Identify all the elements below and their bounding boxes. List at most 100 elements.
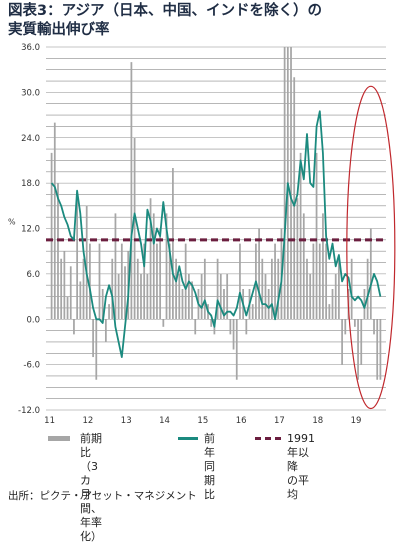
- bar: [120, 243, 123, 320]
- bar: [226, 273, 229, 320]
- bar: [172, 168, 174, 320]
- bar: [140, 273, 142, 320]
- x-tick-label: 17: [274, 416, 285, 426]
- y-axis-label: %: [8, 218, 16, 227]
- bar: [219, 273, 222, 320]
- bar: [130, 62, 133, 320]
- x-tick-label: 15: [197, 416, 208, 426]
- bar: [277, 258, 280, 320]
- y-tick-label: 6.0: [26, 270, 40, 280]
- yoy-line: [50, 110, 382, 358]
- chart-title-line2: 実質輸出伸び率: [8, 22, 110, 38]
- bar: [69, 266, 72, 320]
- bar: [341, 319, 343, 365]
- bar: [245, 319, 248, 335]
- bar: [104, 319, 107, 342]
- bar: [184, 243, 187, 320]
- y-tick-label: 30.0: [21, 88, 40, 98]
- bar: [312, 243, 315, 320]
- bar: [117, 273, 120, 320]
- bar: [270, 258, 273, 320]
- bar: [366, 258, 369, 320]
- bar: [302, 213, 305, 320]
- bar: [229, 319, 232, 335]
- x-tick-label: 14: [159, 416, 170, 426]
- bar: [175, 258, 177, 320]
- bar: [124, 266, 126, 320]
- bar: [322, 213, 324, 320]
- bar: [334, 273, 337, 320]
- bar: [357, 319, 359, 380]
- chart-area: -12.0 -6.0 0.0 6.0 12.0 18.0 24.0 30.0 36.0% 11 12…: [8, 43, 396, 426]
- bar: [353, 319, 356, 327]
- legend-swatch-line: [178, 437, 198, 440]
- bar: [318, 243, 321, 320]
- bar: [235, 319, 238, 380]
- bar: [162, 319, 165, 327]
- x-tick-label: 11: [44, 416, 55, 426]
- bar: [328, 304, 331, 320]
- y-tick-label: 24.0: [21, 134, 40, 144]
- x-tick-label: 16: [236, 416, 247, 426]
- bar: [82, 258, 85, 320]
- bar: [79, 281, 82, 320]
- x-tick-label: 12: [82, 416, 93, 426]
- bar: [239, 243, 241, 320]
- highlight-ellipse: [346, 85, 396, 410]
- bar: [98, 243, 101, 320]
- bar: [267, 289, 270, 320]
- bar: [108, 304, 110, 320]
- chart-title-line1: 図表3：アジア（日本、中国、インドを除く）の: [8, 3, 323, 19]
- bar: [350, 258, 353, 320]
- bar: [187, 273, 190, 320]
- bar: [369, 228, 372, 320]
- bar: [274, 243, 276, 320]
- legend: 前期比（3カ 月間、年率 化） 前年 同期 比 1991年以降 の平均: [0, 432, 408, 543]
- y-tick-label: -12.0: [18, 406, 40, 416]
- y-tick-label: 36.0: [21, 43, 40, 53]
- bar: [57, 183, 59, 320]
- bar: [331, 289, 334, 320]
- bar: [85, 205, 88, 320]
- bar: [181, 289, 184, 320]
- bar: [363, 289, 366, 320]
- bar: [325, 243, 328, 320]
- bar: [373, 319, 375, 335]
- bar: [210, 319, 213, 327]
- y-tick-label: 12.0: [21, 225, 40, 235]
- x-tick-label: 19: [351, 416, 362, 426]
- bar: [89, 243, 91, 320]
- bar: [146, 273, 149, 320]
- bar: [283, 47, 286, 320]
- bar: [95, 319, 98, 380]
- bar: [290, 47, 292, 320]
- legend-label-line: 前年 同期 比: [204, 432, 215, 501]
- bar: [92, 319, 94, 358]
- bar: [136, 258, 139, 320]
- bar: [143, 243, 146, 320]
- legend-label-average: 1991年以降 の平均: [287, 432, 315, 501]
- bar: [344, 319, 347, 335]
- bar: [251, 304, 254, 320]
- bar: [306, 258, 308, 320]
- bar: [133, 137, 136, 320]
- bar: [293, 77, 296, 320]
- bar: [159, 228, 162, 320]
- bar: [203, 258, 206, 320]
- bar: [379, 319, 382, 380]
- bar: [296, 198, 299, 320]
- x-tick-label: 13: [121, 416, 132, 426]
- bar: [261, 258, 264, 320]
- bar: [191, 281, 193, 320]
- bar: [152, 213, 155, 320]
- y-tick-label: 0.0: [26, 315, 40, 325]
- x-tick-label: 18: [312, 416, 323, 426]
- bar: [232, 319, 235, 350]
- bar: [223, 289, 225, 320]
- bar: [258, 228, 260, 320]
- bar: [264, 273, 267, 320]
- bar: [216, 258, 219, 320]
- bar: [299, 152, 302, 320]
- bar: [111, 258, 114, 320]
- bar: [53, 122, 56, 320]
